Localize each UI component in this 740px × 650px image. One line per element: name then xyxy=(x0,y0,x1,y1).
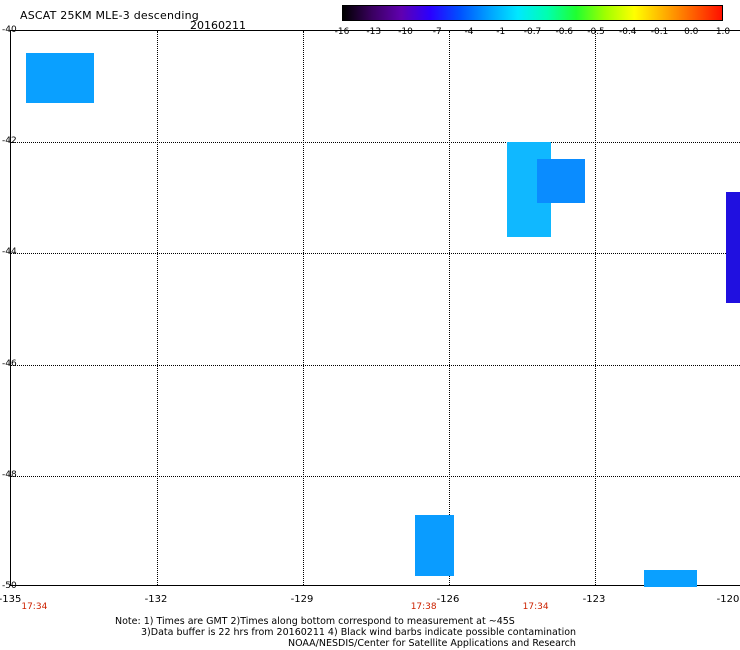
grid-line-lat xyxy=(11,253,740,255)
colorbar-tick-label: -0.7 xyxy=(523,27,542,37)
colorbar-tick-label: -13 xyxy=(366,27,382,37)
lon-tick-label: -123 xyxy=(582,594,606,605)
lat-tick-label: -48 xyxy=(2,469,17,480)
wind-swath xyxy=(643,570,698,587)
colorbar-tick-label: -4 xyxy=(464,27,474,37)
wind-swath xyxy=(726,192,740,304)
colorbar-tick-label: -7 xyxy=(432,27,442,37)
lon-tick-label: -132 xyxy=(144,594,168,605)
colorbar-tick-label: 0.0 xyxy=(684,27,699,37)
note-line-2: 3)Data buffer is 22 hrs from 20160211 4)… xyxy=(141,627,577,638)
lon-tick-label: -126 xyxy=(436,594,460,605)
lon-tick-label: -135 xyxy=(0,594,22,605)
product-title: ASCAT 25KM MLE-3 descending xyxy=(20,9,199,22)
colorbar-tick-label: -0.5 xyxy=(587,27,605,37)
colorbar-labels: -16 -13 -10 -7 -4 -1 -0.7 -0.6 -0.5 -0.4 -0.1 0.0 1.… xyxy=(330,27,740,39)
colorbar-tick-label: -1 xyxy=(496,27,506,37)
grid-line-lon xyxy=(157,31,158,585)
colorbar-tick-label: -0.4 xyxy=(618,27,637,37)
colorbar-tick-label: -0.1 xyxy=(650,27,669,37)
grid-line-lon xyxy=(595,31,596,585)
time-label: 17:34 xyxy=(522,602,549,612)
colorbar-tick-label: -0.6 xyxy=(555,27,574,37)
wind-swath xyxy=(536,158,586,204)
lon-tick-label: -129 xyxy=(290,594,314,605)
time-label: 17:34 xyxy=(21,602,48,612)
lat-tick-label: -42 xyxy=(2,136,17,147)
map-plot[interactable] xyxy=(10,30,740,587)
lat-tick-label: -50 xyxy=(2,581,17,591)
grid-line-lat xyxy=(11,142,740,144)
lat-tick-label: -44 xyxy=(2,247,17,258)
colorbar-tick-label: -16 xyxy=(334,27,350,37)
wind-swath xyxy=(25,53,94,104)
note-line-1: Note: 1) Times are GMT 2)Times along bot… xyxy=(115,616,515,627)
colorbar-tick-label: -10 xyxy=(398,27,413,37)
colorbar xyxy=(342,5,723,21)
lat-tick-label: -40 xyxy=(2,25,17,35)
note-line-3: NOAA/NESDIS/Center for Satellite Applica… xyxy=(288,638,576,649)
grid-line-lon xyxy=(303,31,304,585)
product-date: 20160211 xyxy=(190,19,246,32)
lon-tick-label: -120 xyxy=(716,594,740,605)
lat-tick-label: -46 xyxy=(2,358,17,369)
grid-line-lat xyxy=(11,475,740,477)
grid-line-lon xyxy=(449,31,450,585)
grid-line-lat xyxy=(11,364,740,366)
colorbar-tick-label: 1.0 xyxy=(715,27,731,37)
wind-swath xyxy=(414,514,454,576)
time-label: 17:38 xyxy=(410,602,437,612)
